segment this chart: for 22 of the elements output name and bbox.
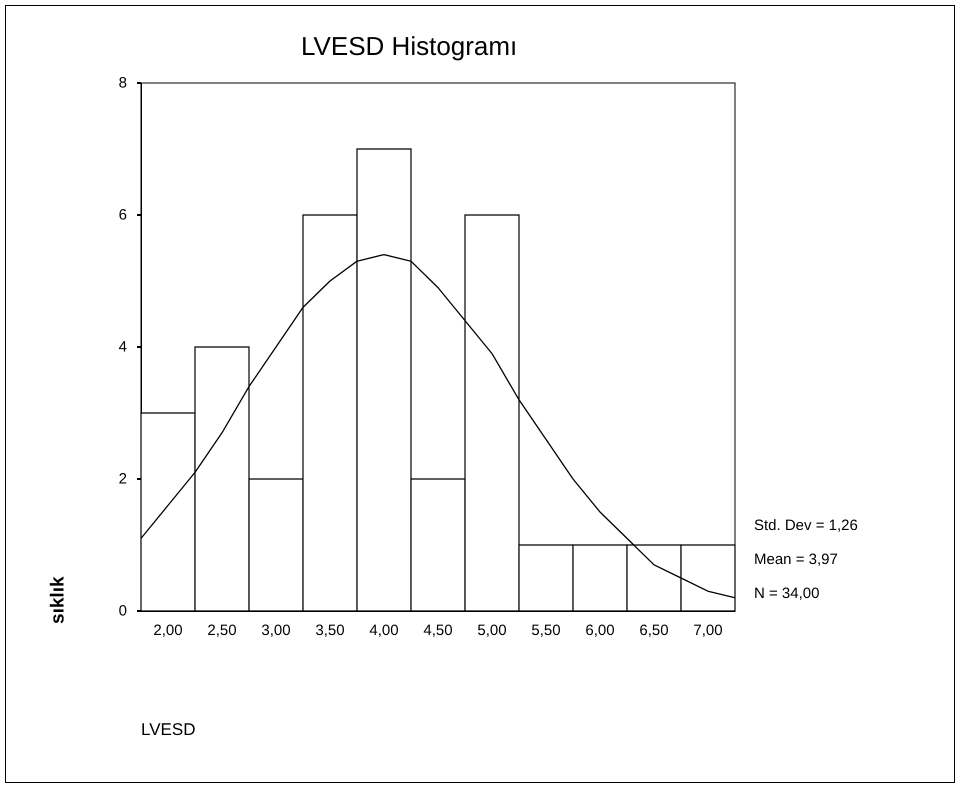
x-tick-label: 4,00: [369, 622, 399, 639]
x-tick-label: 2,00: [153, 622, 183, 639]
y-tick-label: 4: [118, 338, 127, 356]
x-tick-label: 3,50: [315, 622, 345, 639]
y-tick-label: 6: [118, 206, 127, 224]
x-tick-label: 5,00: [477, 622, 507, 639]
text: Mean = 3,97: [754, 551, 838, 568]
y-tick-label: 8: [118, 74, 127, 92]
x-tick-label: 4,50: [423, 622, 453, 639]
y-tick-label: 2: [118, 470, 127, 488]
text: N = 34,00: [754, 585, 820, 602]
x-tick-label: 3,00: [261, 622, 291, 639]
x-tick-label: 6,50: [639, 622, 669, 639]
text: Std. Dev = 1,26: [754, 517, 858, 534]
x-tick-label: 5,50: [531, 622, 561, 639]
x-tick-label: 7,00: [693, 622, 723, 639]
x-axis-title: LVESD: [141, 720, 196, 739]
x-tick-label: 6,00: [585, 622, 615, 639]
y-tick-label: 0: [118, 602, 127, 620]
y-axis-title: sıklık: [48, 576, 68, 624]
chart-title: LVESD Histogramı: [301, 31, 518, 61]
x-tick-label: 2,50: [207, 622, 237, 639]
